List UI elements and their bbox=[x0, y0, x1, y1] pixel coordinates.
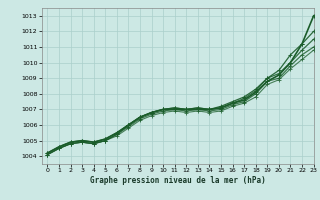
X-axis label: Graphe pression niveau de la mer (hPa): Graphe pression niveau de la mer (hPa) bbox=[90, 176, 266, 185]
